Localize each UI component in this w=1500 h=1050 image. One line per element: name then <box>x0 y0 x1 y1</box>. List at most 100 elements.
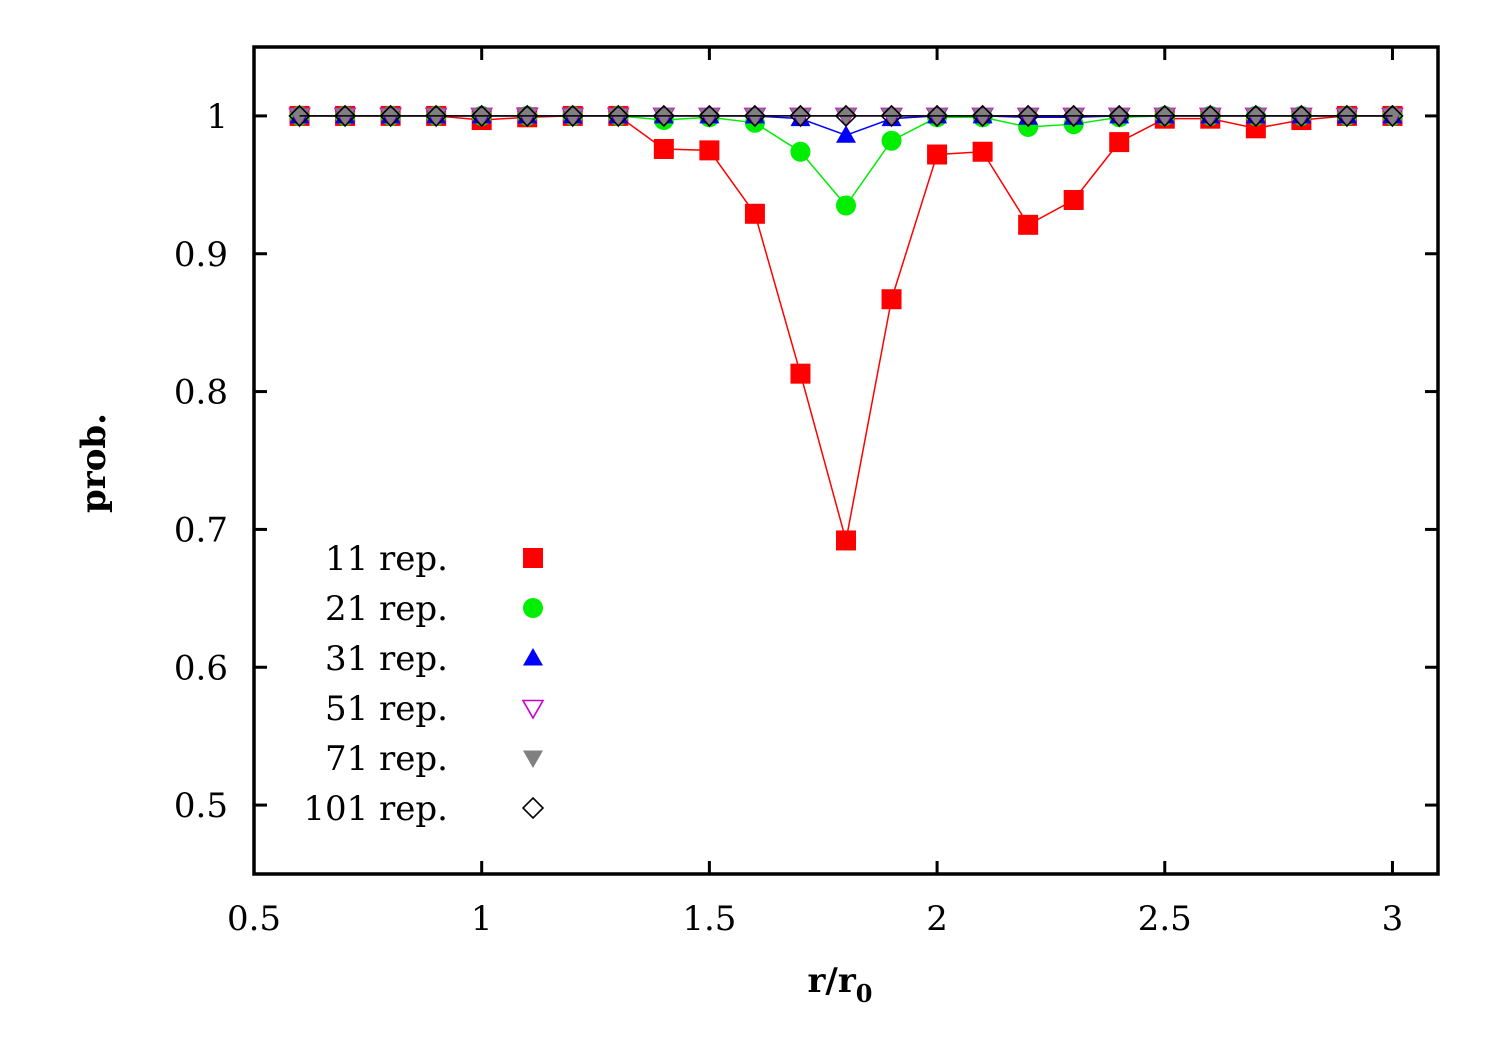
data-point <box>516 104 539 128</box>
data-point <box>1381 104 1404 128</box>
legend-label: 11 rep. <box>325 539 448 579</box>
data-point <box>1335 104 1359 128</box>
legend-label: 21 rep. <box>325 589 448 629</box>
data-point <box>333 104 357 128</box>
data-point <box>744 108 765 126</box>
legend-marker <box>521 699 545 720</box>
data-point <box>1017 104 1040 128</box>
data-point <box>335 108 356 126</box>
y-tick-label: 0.8 <box>174 373 228 413</box>
data-point <box>927 108 948 126</box>
data-point <box>1153 104 1176 128</box>
data-point <box>699 108 720 126</box>
legend-label: 51 rep. <box>325 689 448 729</box>
data-point <box>972 141 993 162</box>
series-6 <box>288 104 1404 128</box>
series-1 <box>289 105 1403 551</box>
data-point <box>836 108 856 126</box>
data-point <box>379 104 402 128</box>
y-tick-label: 0.5 <box>174 786 228 826</box>
axis-ticks: 0.5 1 1.5 2 2.5 3 0.5 0.6 0.7 0.8 0.9 1 <box>174 47 1438 939</box>
data-point <box>790 108 811 126</box>
y-tick-label: 1 <box>206 97 228 137</box>
x-axis-label: r/r0 <box>808 961 873 1008</box>
data-point <box>380 108 401 126</box>
x-tick-label: 0.5 <box>227 899 281 939</box>
data-point <box>1200 108 1221 126</box>
data-point <box>790 141 811 162</box>
data-point <box>1290 104 1313 128</box>
legend-marker <box>523 648 543 666</box>
series-layer <box>288 104 1404 551</box>
data-point <box>834 104 858 128</box>
data-point <box>653 108 674 126</box>
data-point <box>1018 214 1039 235</box>
legend-marker <box>521 796 545 820</box>
data-point <box>652 104 675 128</box>
data-point <box>971 104 994 128</box>
y-tick-label: 0.9 <box>174 235 228 275</box>
x-tick-label: 2 <box>926 899 948 939</box>
legend-item: 21 rep. <box>325 589 543 629</box>
legend-item: 51 rep. <box>325 689 545 729</box>
data-point <box>927 144 948 165</box>
data-point <box>1244 104 1267 128</box>
data-point <box>1382 108 1403 126</box>
data-point <box>1154 108 1175 126</box>
legend-item: 31 rep. <box>325 639 543 679</box>
data-point <box>972 108 993 126</box>
data-point <box>743 104 767 128</box>
data-point <box>289 108 310 126</box>
data-point <box>836 195 856 216</box>
data-point <box>881 108 902 126</box>
y-tick-label: 0.7 <box>174 510 228 550</box>
data-point <box>426 108 447 126</box>
data-point <box>881 289 902 310</box>
x-tick-label: 1 <box>471 899 493 939</box>
legend-item: 11 rep. <box>325 539 543 579</box>
data-point <box>470 104 493 128</box>
data-point <box>699 140 720 161</box>
data-point <box>790 363 811 384</box>
data-point <box>288 104 311 128</box>
legend-label: 71 rep. <box>325 739 448 779</box>
plot-frame <box>252 45 1440 876</box>
x-tick-label: 2.5 <box>1138 899 1192 939</box>
data-point <box>881 130 902 151</box>
data-point <box>1018 108 1039 126</box>
data-point <box>653 138 674 159</box>
x-tick-label: 1.5 <box>682 899 736 939</box>
data-point <box>836 125 856 143</box>
legend-item: 71 rep. <box>325 739 543 779</box>
data-point <box>1063 108 1084 126</box>
data-point <box>836 530 856 551</box>
data-point <box>1109 132 1130 153</box>
x-tick-label: 3 <box>1382 899 1404 939</box>
data-point <box>608 108 629 126</box>
legend-marker <box>523 548 543 568</box>
y-tick-label: 0.6 <box>174 648 228 688</box>
data-point <box>698 104 721 128</box>
data-point <box>925 104 949 128</box>
data-point <box>562 108 583 126</box>
data-point <box>880 104 903 128</box>
legend: 11 rep. 21 rep. 31 rep. 51 rep. 71 rep. 101 r… <box>303 539 545 829</box>
series-line <box>299 115 1393 541</box>
x-axis-label-subscript: 0 <box>856 979 873 1008</box>
data-point <box>1199 104 1222 128</box>
y-axis-label: prob. <box>74 413 114 513</box>
legend-marker <box>523 750 543 768</box>
data-point <box>1336 108 1357 126</box>
data-point <box>1245 108 1266 126</box>
legend-marker <box>523 598 543 618</box>
legend-item: 101 rep. <box>303 789 545 829</box>
data-point <box>1062 104 1085 128</box>
legend-label: 31 rep. <box>325 639 448 679</box>
data-point <box>1291 108 1312 126</box>
data-point <box>561 104 584 128</box>
data-point <box>607 104 630 128</box>
data-point <box>789 104 812 128</box>
data-point <box>1108 104 1131 128</box>
data-point <box>1109 108 1130 126</box>
